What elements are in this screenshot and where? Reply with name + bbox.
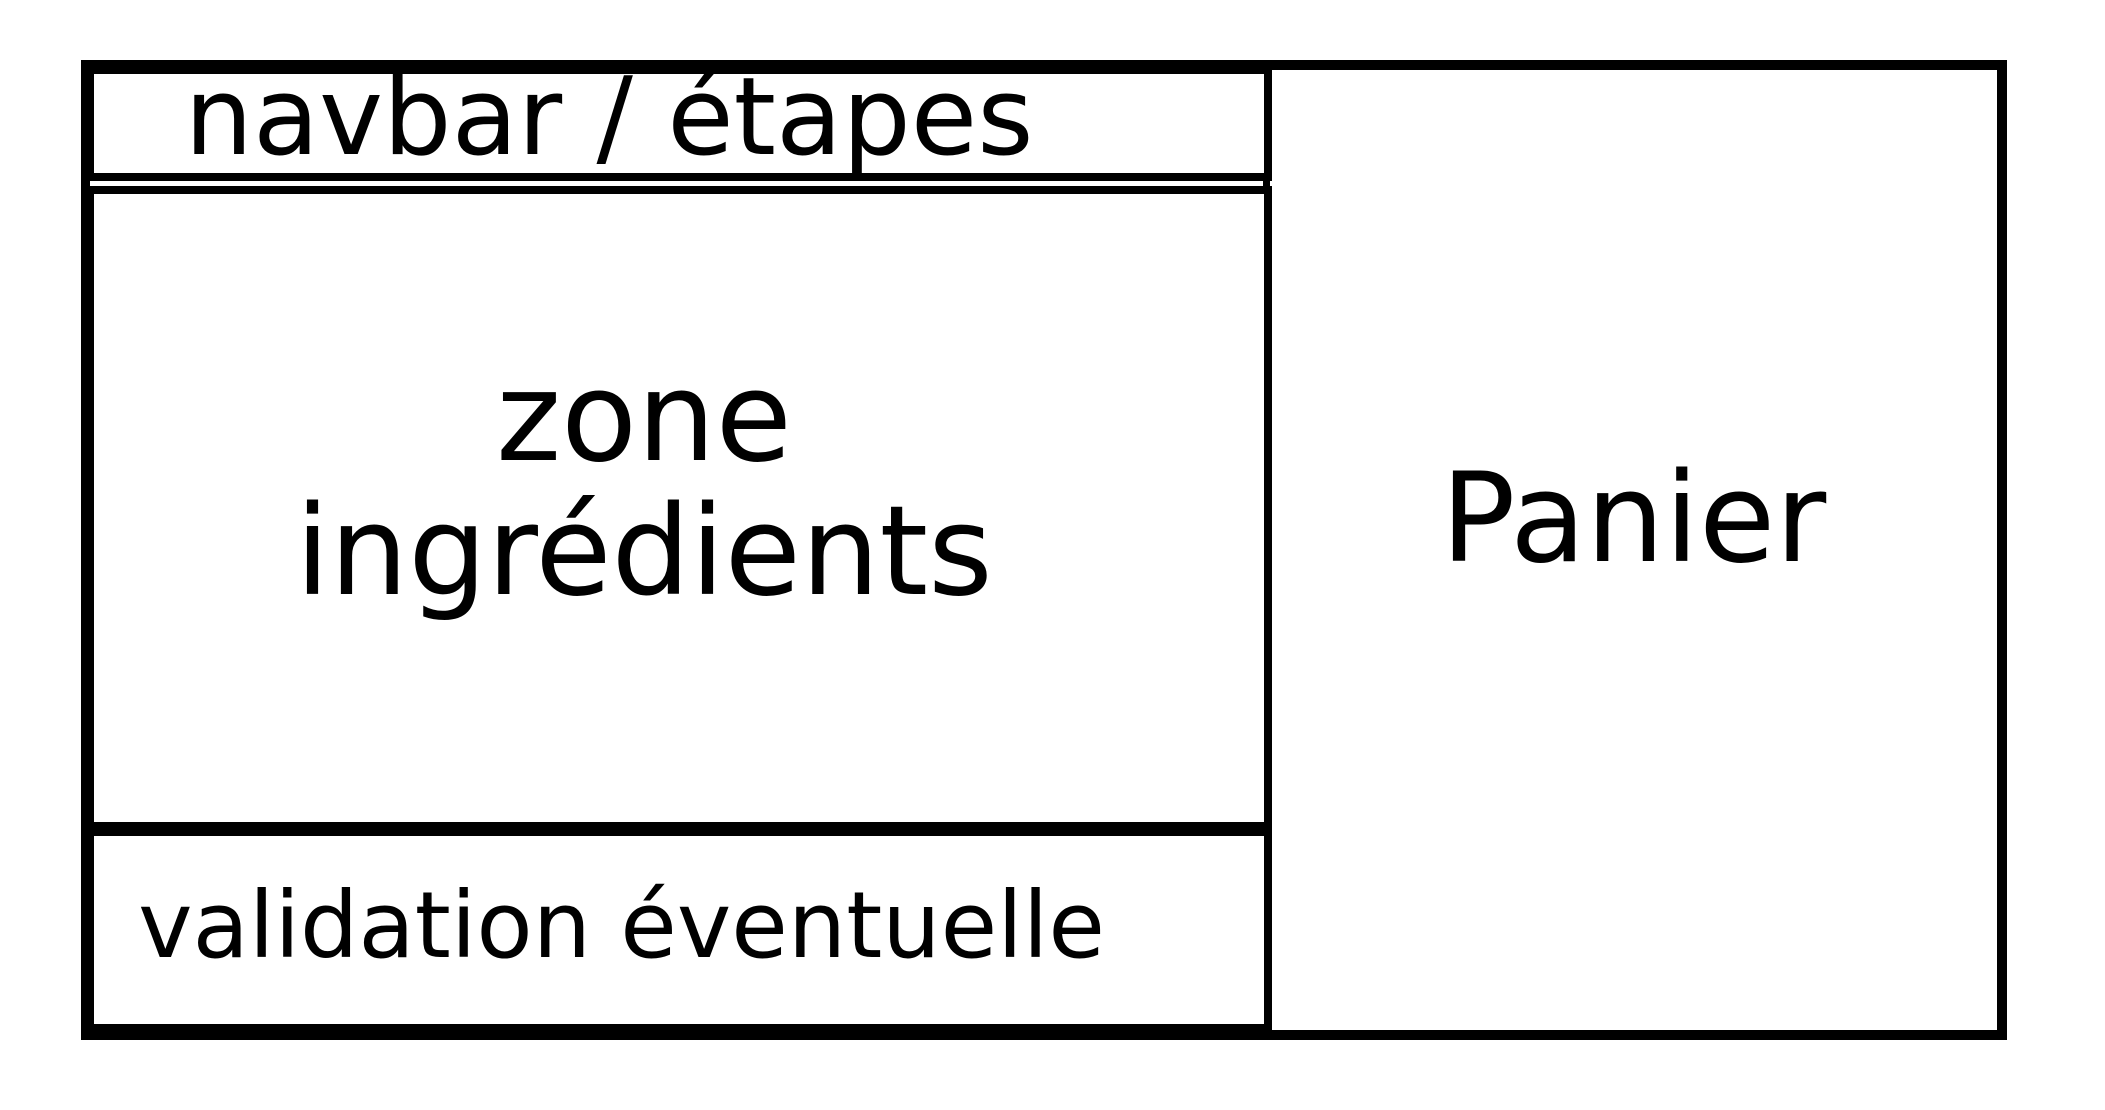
ingredients-zone: zone ingrédients bbox=[86, 186, 1272, 830]
validation-label: validation éventuelle bbox=[138, 872, 1105, 980]
navbar-label: navbar / étapes bbox=[184, 55, 1034, 181]
panier-section: Panier bbox=[1263, 63, 2004, 1037]
panier-label: Panier bbox=[1440, 447, 1827, 592]
ingredients-zone-label: zone ingrédients bbox=[295, 345, 993, 624]
validation-section: validation éventuelle bbox=[86, 828, 1272, 1032]
navbar-section: navbar / étapes bbox=[86, 60, 1272, 181]
